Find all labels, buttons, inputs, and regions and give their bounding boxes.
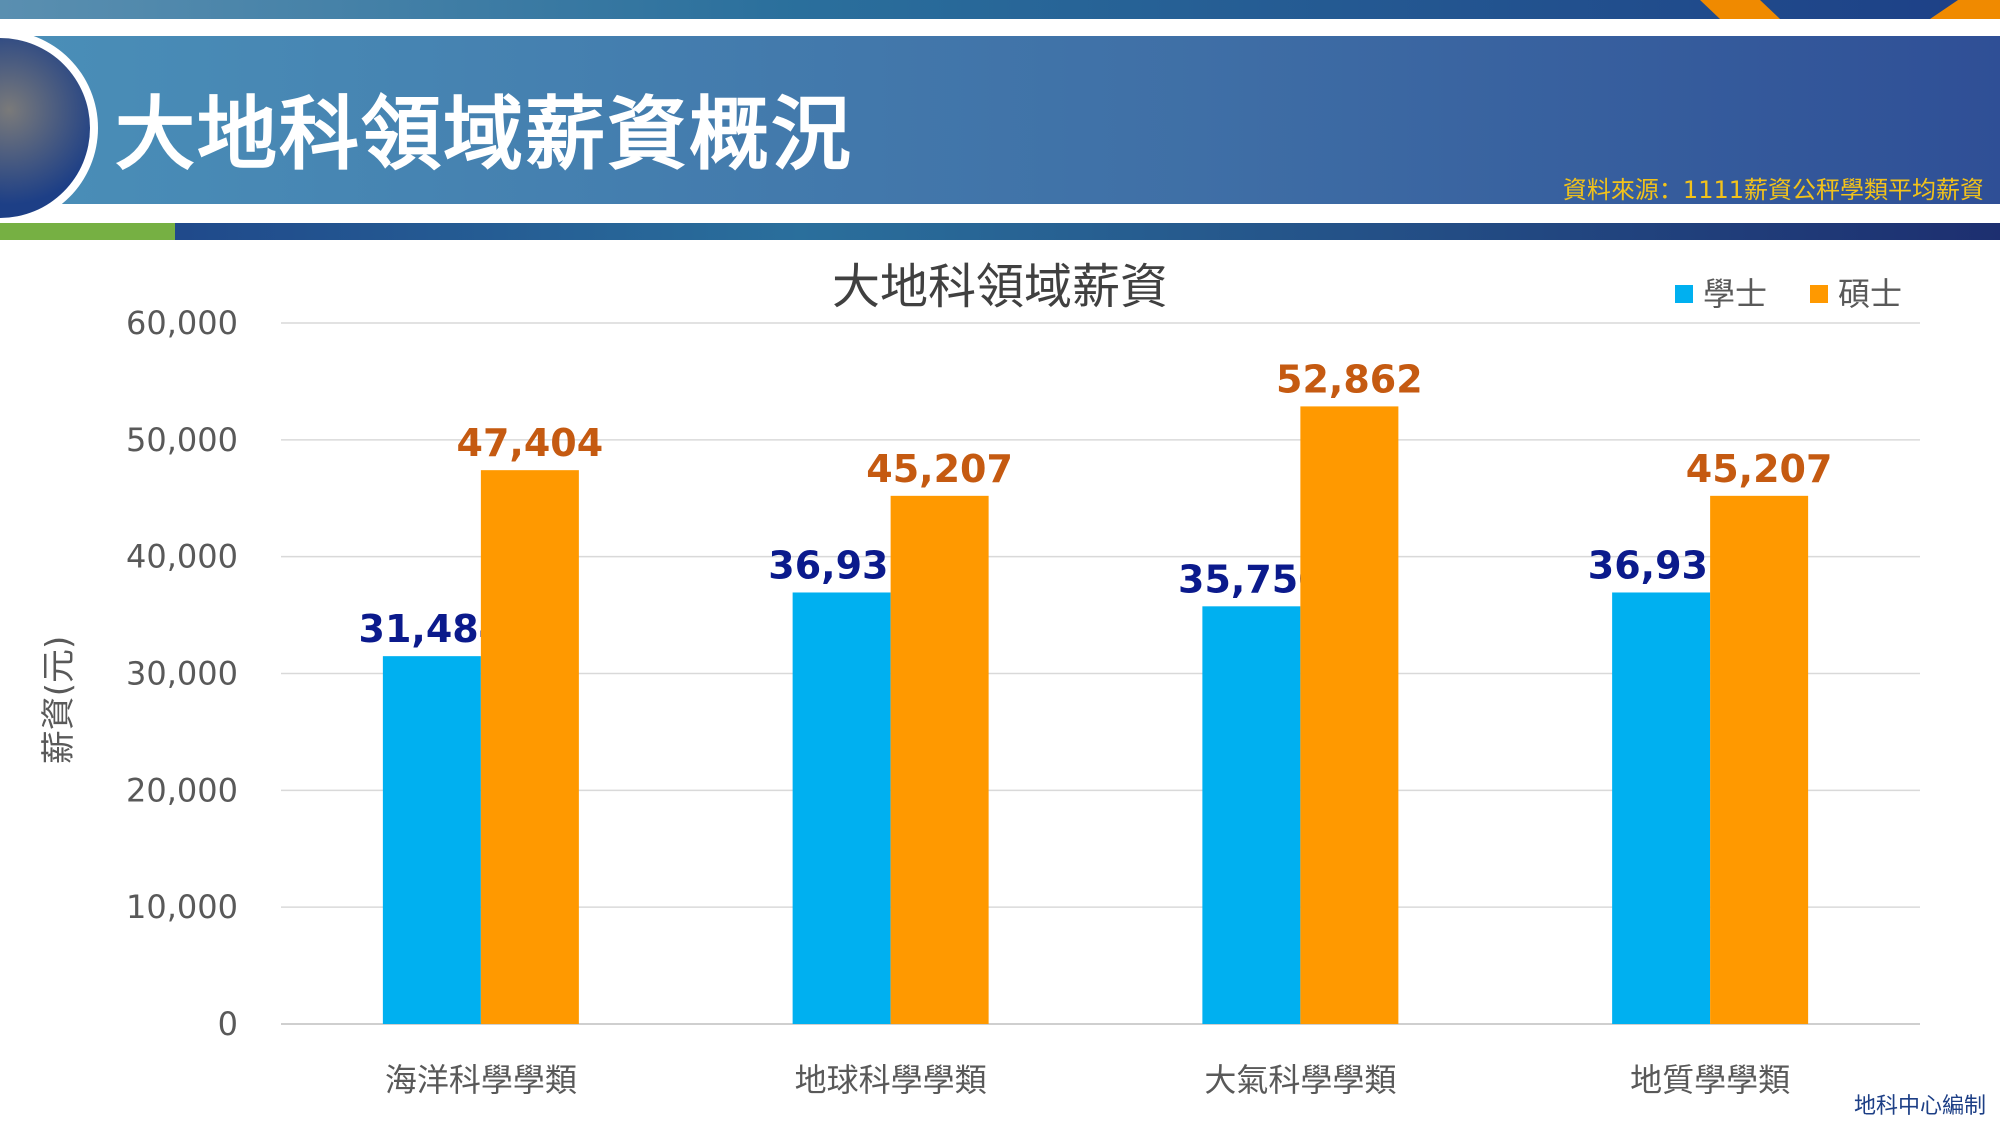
footer-credit: 地科中心編制 (1853, 1094, 1986, 1119)
legend-swatch-icon (1675, 285, 1693, 303)
data-label: 45,207 (866, 447, 1013, 491)
legend-swatch-icon (1810, 285, 1828, 303)
bar-bachelor (382, 656, 481, 1024)
data-label: 31,484 (359, 607, 506, 651)
bar-master (480, 470, 579, 1024)
legend-label: 碩士 (1838, 275, 1902, 313)
data-label: 35,750 (1178, 557, 1325, 601)
bar-bachelor (1202, 606, 1301, 1024)
bar-bachelor (792, 592, 891, 1024)
x-tick-label: 大氣科學學類 (1204, 1061, 1396, 1099)
decor-shape (1700, 0, 1780, 19)
source-note: 資料來源：1111薪資公秤學類平均薪資 (1562, 176, 1984, 204)
data-label: 36,935 (768, 543, 915, 587)
chart-title: 大地科領域薪資 (832, 259, 1168, 315)
data-label: 47,404 (457, 421, 604, 465)
decor-shape (0, 223, 175, 240)
page-title: 大地科領域薪資概況 (115, 88, 853, 181)
bar-master (1710, 495, 1809, 1024)
bar-master (1300, 406, 1399, 1024)
y-tick-label: 40,000 (126, 538, 238, 576)
data-label: 36,935 (1588, 543, 1735, 587)
bar-master (890, 495, 989, 1024)
header-banner (0, 36, 2000, 204)
bar-bachelor (1612, 592, 1711, 1024)
y-tick-label: 20,000 (126, 771, 238, 809)
top-decor-strip (0, 0, 2000, 19)
y-tick-label: 10,000 (126, 888, 238, 926)
legend-label: 學士 (1703, 275, 1767, 313)
x-tick-label: 海洋科學學類 (385, 1061, 577, 1099)
bottom-decor-strip (0, 223, 2000, 240)
data-label: 45,207 (1686, 447, 1833, 491)
y-axis-label: 薪資(元) (39, 636, 79, 765)
y-tick-label: 30,000 (126, 655, 238, 693)
y-tick-label: 60,000 (126, 304, 238, 342)
x-tick-label: 地質學學類 (1630, 1061, 1790, 1099)
x-tick-label: 地球科學學類 (795, 1061, 987, 1099)
data-label: 52,862 (1276, 357, 1423, 401)
y-tick-label: 0 (218, 1005, 238, 1043)
y-tick-label: 50,000 (126, 421, 238, 459)
